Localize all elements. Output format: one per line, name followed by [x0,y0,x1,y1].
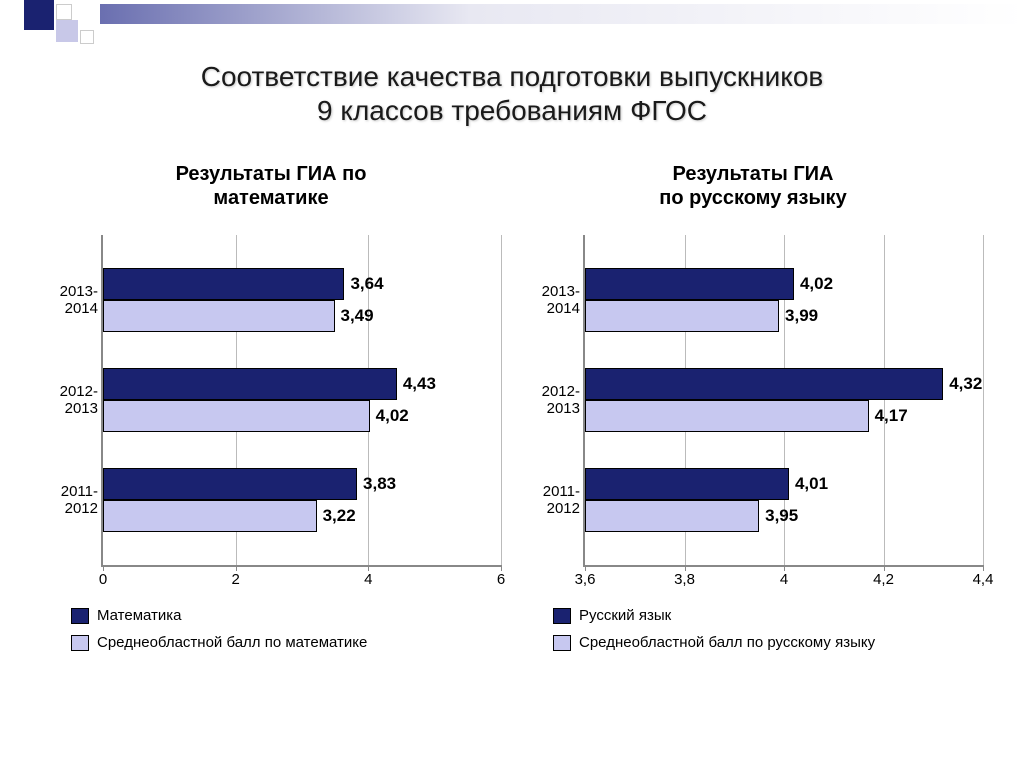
bar-value-label: 4,17 [875,406,908,426]
bar-value-label: 4,01 [795,474,828,494]
y-category-label: 2013-2014 [530,284,580,317]
legend-item-series2-right: Среднеобластной балл по русскому языку [553,634,983,651]
title-line-1: Соответствие качества подготовки выпускн… [201,61,824,92]
legend-label: Русский язык [579,607,671,624]
bar-value-label: 3,49 [341,306,374,326]
grid-line [983,235,984,565]
bar-series2 [585,500,759,532]
x-tick-label: 4,4 [973,571,994,588]
bar-value-label: 4,32 [949,374,982,394]
x-tick-label: 4 [780,571,788,588]
x-tick-label: 3,6 [575,571,596,588]
legend-label: Среднеобластной балл по математике [97,634,367,651]
legend-swatch-dark [553,608,571,624]
y-category-label: 2013-2014 [48,284,98,317]
grid-line [501,235,502,565]
decor-square-4 [80,30,94,44]
y-category-label: 2011-2012 [48,484,98,517]
legend-swatch-light [71,635,89,651]
y-category-label: 2011-2012 [530,484,580,517]
chart-left-title-l2: математике [213,187,328,209]
legend-label: Среднеобластной балл по русскому языку [579,634,875,651]
chart-right-title-l2: по русскому языку [659,187,846,209]
bar-series2 [585,300,779,332]
chart-right-plot: 3,63,844,24,42013-20144,023,992012-20134… [583,235,983,567]
legend-swatch-light [553,635,571,651]
bar-series1 [585,468,789,500]
decor-square-2 [56,4,72,20]
bar-value-label: 4,02 [800,274,833,294]
y-category-label: 2012-2013 [530,384,580,417]
legend-item-series1-left: Математика [71,607,501,624]
bar-value-label: 3,22 [323,506,356,526]
bar-series2 [585,400,869,432]
bar-value-label: 3,99 [785,306,818,326]
x-tick-label: 4 [364,571,372,588]
legend-item-series2-left: Среднеобластной балл по математике [71,634,501,651]
grid-line [884,235,885,565]
x-tick-label: 4,2 [873,571,894,588]
decor-square-3 [56,20,78,42]
x-tick-label: 2 [231,571,239,588]
chart-left-title: Результаты ГИА по математике [41,162,501,210]
bar-value-label: 4,43 [403,374,436,394]
bar-series1 [585,368,943,400]
bar-series2 [103,500,317,532]
bar-series2 [103,400,370,432]
bar-value-label: 3,95 [765,506,798,526]
y-category-label: 2012-2013 [48,384,98,417]
bar-series2 [103,300,335,332]
bar-series1 [103,368,397,400]
legend-label: Математика [97,607,182,624]
bar-series1 [103,468,357,500]
x-tick-label: 6 [497,571,505,588]
chart-left-plot: 02462013-20143,643,492012-20134,434,0220… [101,235,501,567]
legend-swatch-dark [71,608,89,624]
bar-value-label: 4,02 [376,406,409,426]
chart-left-title-l1: Результаты ГИА по [176,163,367,185]
x-tick-label: 3,8 [674,571,695,588]
header-decoration [0,0,1024,28]
title-line-2: 9 классов требованиям ФГОС [317,95,707,126]
bar-value-label: 3,83 [363,474,396,494]
x-tick-label: 0 [99,571,107,588]
chart-right-title-l1: Результаты ГИА [672,163,833,185]
header-gradient [100,4,1024,24]
bar-value-label: 3,64 [350,274,383,294]
decor-square-1 [24,0,54,30]
charts-container: Результаты ГИА по математике 0 2 4 6 2013-20… [0,162,1024,661]
chart-left-legend: Математика Среднеобластной балл по матем… [71,607,501,651]
bar-series1 [103,268,344,300]
bar-series1 [585,268,794,300]
chart-right-title: Результаты ГИА по русскому языку [523,162,983,210]
page-title: Соответствие качества подготовки выпускн… [0,60,1024,127]
chart-right: Результаты ГИА по русскому языку 3,6 3,8 4… [523,162,983,661]
chart-left: Результаты ГИА по математике 02462013-20… [41,162,501,661]
legend-item-series1-right: Русский язык [553,607,983,624]
chart-right-legend: Русский язык Среднеобластной балл по рус… [553,607,983,651]
